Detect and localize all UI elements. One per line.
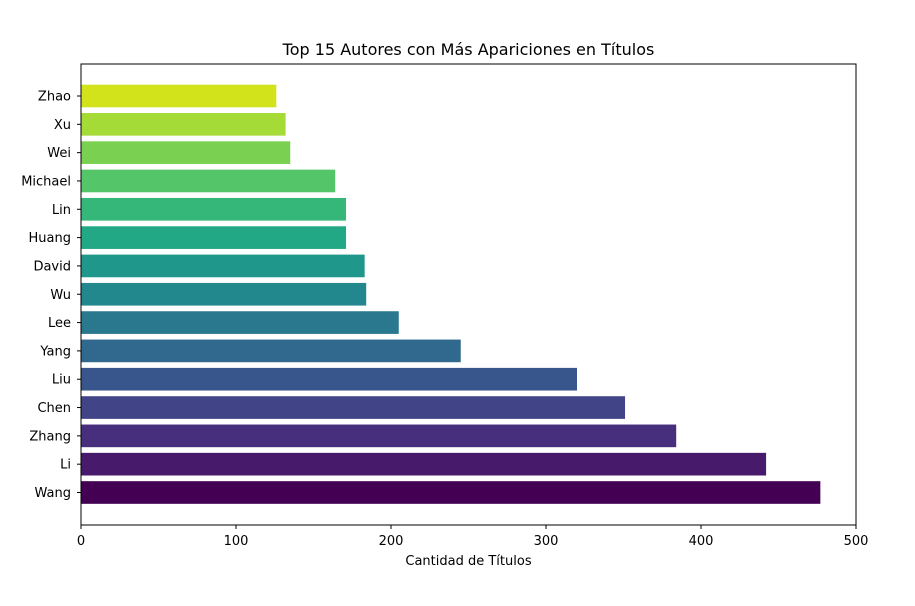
y-tick-label: Liu bbox=[52, 373, 71, 388]
x-tick-label: 0 bbox=[77, 534, 85, 549]
x-axis: 0 100 200 300 400 500 bbox=[77, 525, 869, 549]
bar-david bbox=[81, 254, 365, 278]
bar-lin bbox=[81, 197, 347, 221]
x-axis-label: Cantidad de Títulos bbox=[405, 554, 531, 569]
x-tick-label: 300 bbox=[534, 534, 559, 549]
x-tick-label: 200 bbox=[379, 534, 404, 549]
y-tick-label: Chen bbox=[37, 401, 71, 416]
y-tick-label: Xu bbox=[54, 118, 71, 133]
bar-wei bbox=[81, 141, 291, 164]
bar-chen bbox=[81, 396, 626, 419]
y-tick-label: Lee bbox=[48, 316, 71, 331]
bar-li bbox=[81, 452, 767, 476]
chart-title: Top 15 Autores con Más Apariciones en Tí… bbox=[282, 40, 655, 59]
x-tick-label: 500 bbox=[844, 534, 869, 549]
bar-zhang bbox=[81, 424, 677, 448]
y-tick-label: Zhao bbox=[38, 90, 71, 105]
x-tick-label: 100 bbox=[224, 534, 249, 549]
bars-layer bbox=[81, 84, 821, 504]
y-tick-label: Zhang bbox=[29, 429, 71, 444]
bar-yang bbox=[81, 339, 461, 363]
bar-huang bbox=[81, 226, 347, 249]
y-tick-label: Wei bbox=[47, 146, 71, 161]
y-tick-label: Li bbox=[60, 458, 71, 473]
bar-michael bbox=[81, 169, 336, 193]
bar-wang bbox=[81, 481, 821, 504]
y-tick-label: Lin bbox=[52, 203, 71, 218]
y-tick-label: Yang bbox=[39, 344, 71, 359]
y-axis: Wang Li Zhang Chen Liu Yang Lee Wu David Huang Lin… bbox=[21, 90, 81, 501]
bar-lee bbox=[81, 311, 399, 334]
bar-zhao bbox=[81, 84, 277, 108]
y-tick-label: David bbox=[33, 259, 71, 274]
y-tick-label: Wu bbox=[50, 288, 71, 303]
bar-wu bbox=[81, 282, 367, 306]
y-tick-label: Michael bbox=[21, 174, 71, 189]
bar-xu bbox=[81, 112, 286, 136]
y-tick-label: Huang bbox=[29, 231, 71, 246]
x-tick-label: 400 bbox=[689, 534, 714, 549]
y-tick-label: Wang bbox=[35, 486, 71, 501]
bar-liu bbox=[81, 367, 577, 391]
plot-frame bbox=[80, 63, 857, 526]
